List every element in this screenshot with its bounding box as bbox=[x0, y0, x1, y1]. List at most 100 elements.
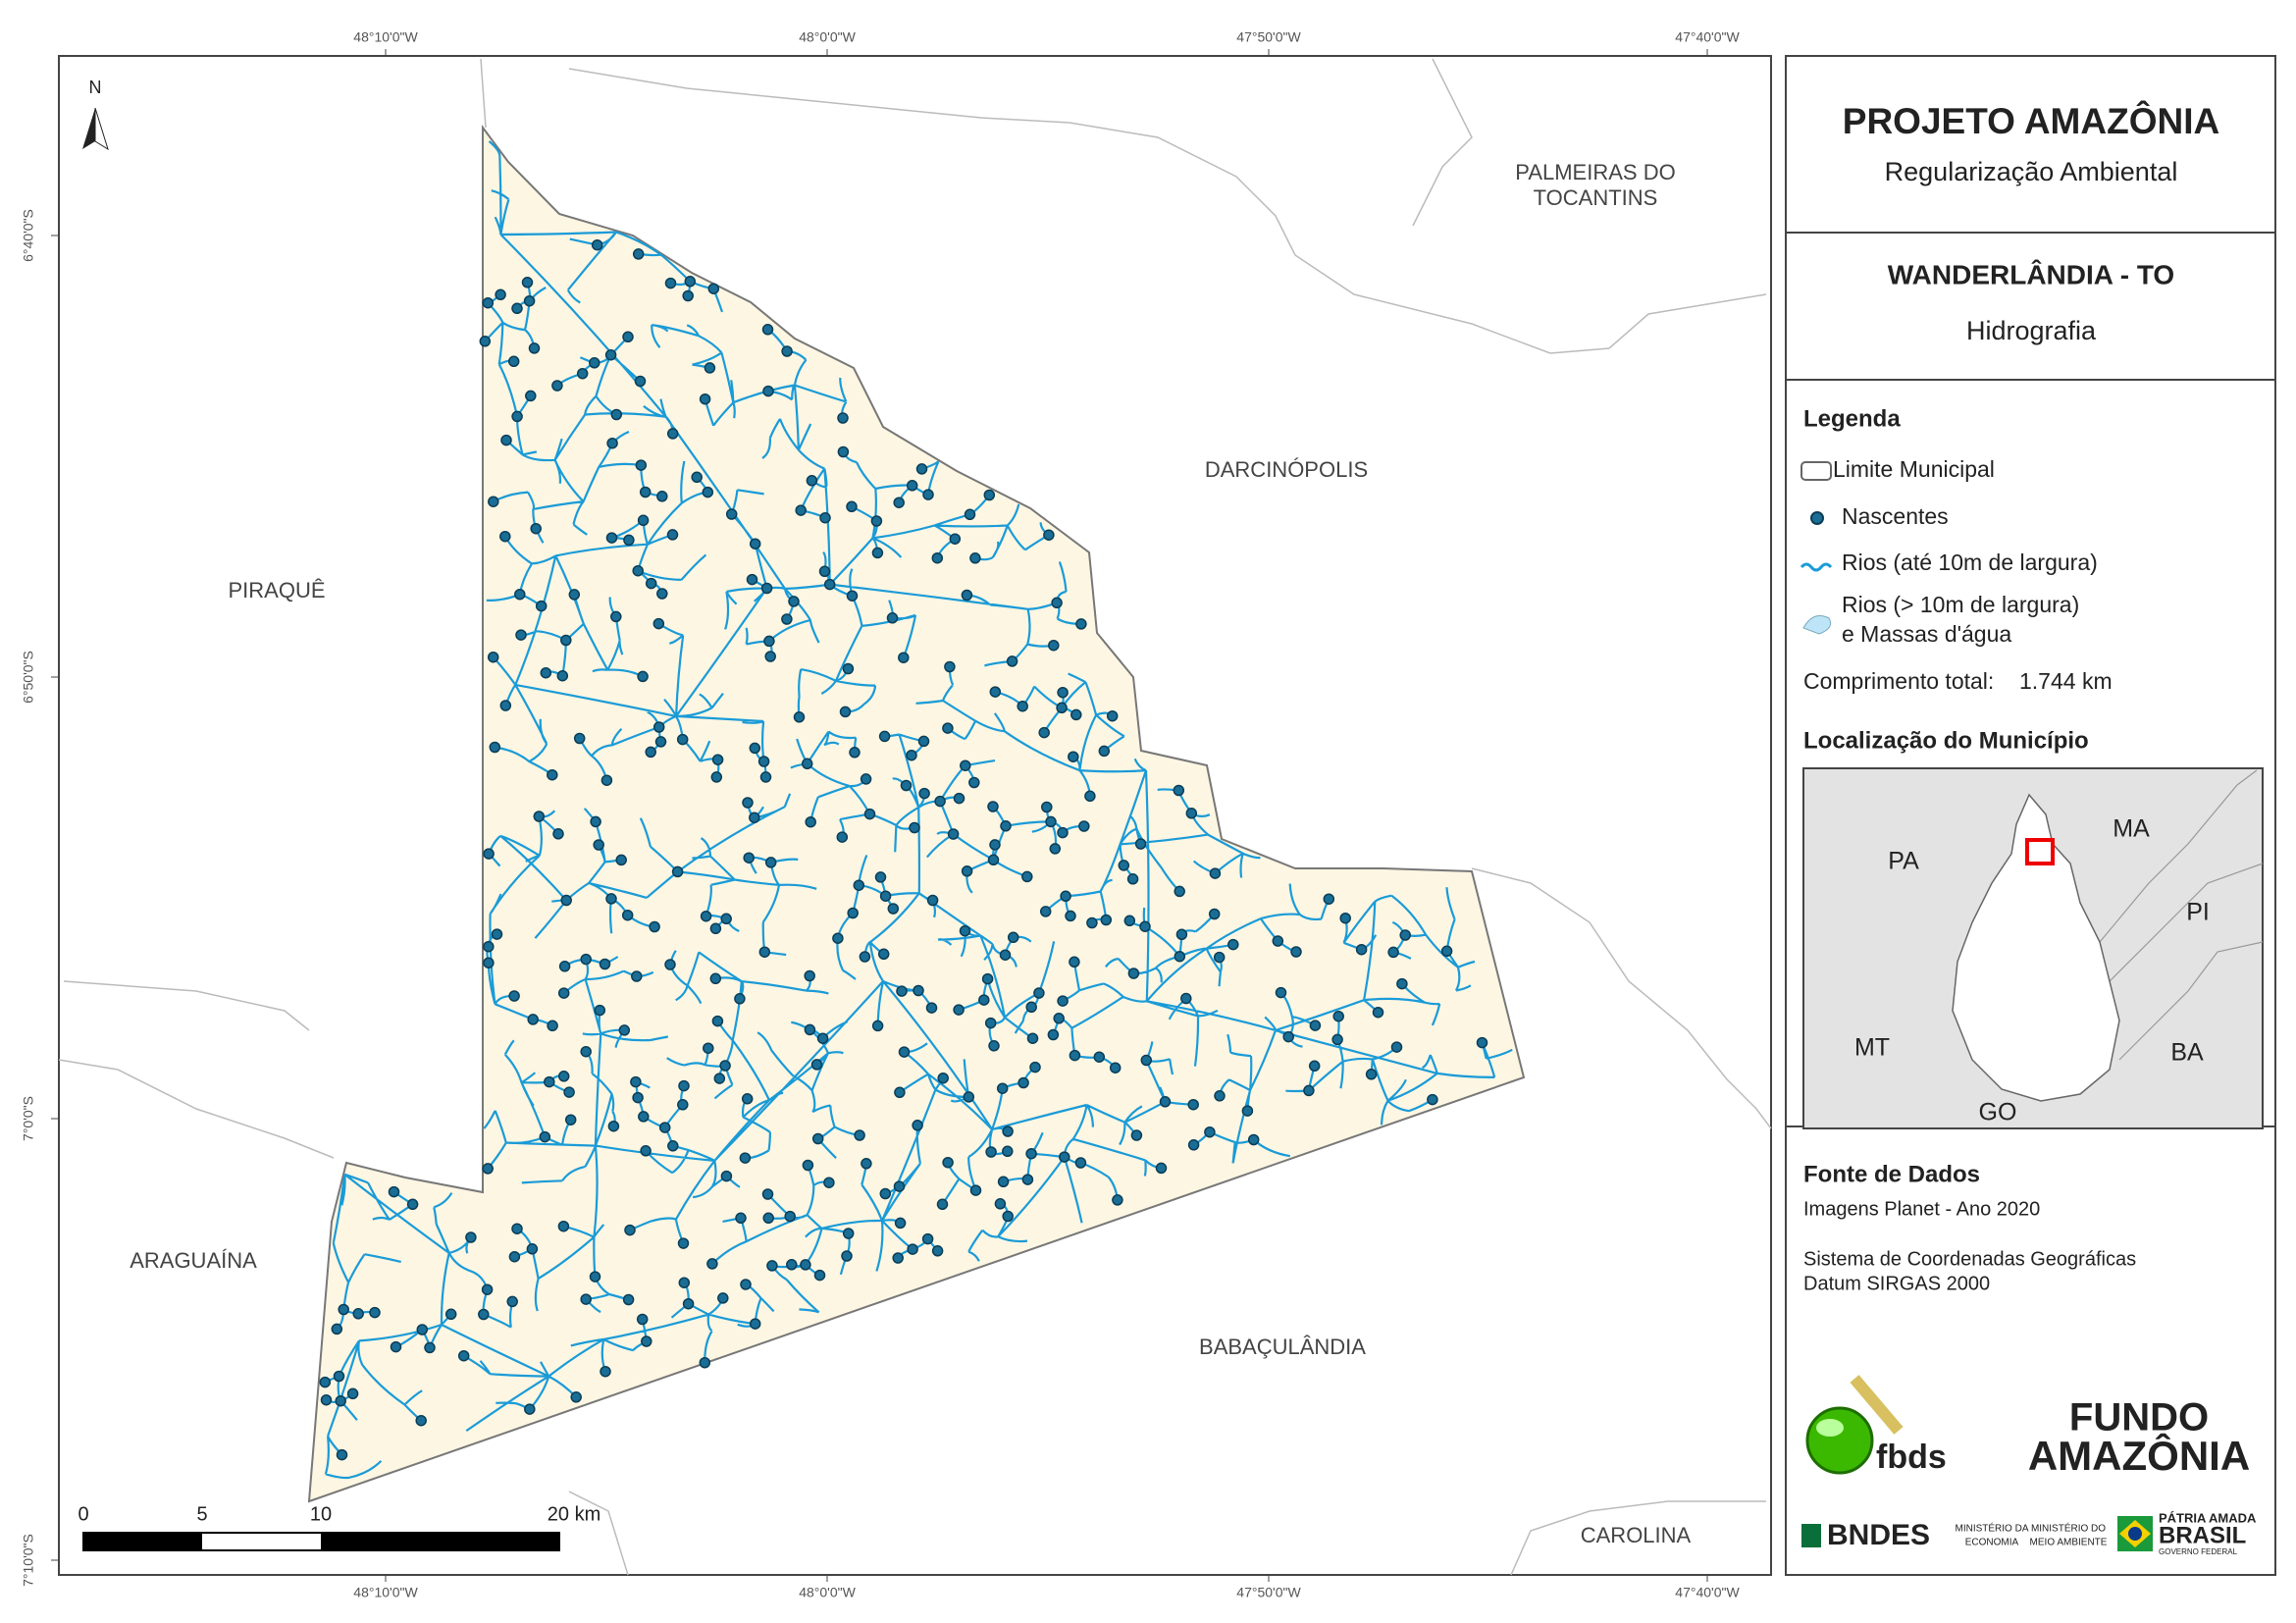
spring bbox=[1209, 867, 1222, 879]
spring bbox=[893, 1180, 906, 1192]
spring bbox=[621, 909, 634, 921]
spring bbox=[346, 1387, 359, 1400]
spring bbox=[489, 741, 501, 754]
spring bbox=[709, 972, 722, 985]
spring bbox=[557, 1220, 570, 1232]
spring bbox=[823, 1177, 835, 1188]
spring bbox=[842, 1228, 855, 1239]
spring bbox=[758, 946, 771, 958]
spring bbox=[969, 552, 981, 564]
spring bbox=[749, 742, 761, 755]
spring bbox=[1241, 1105, 1254, 1117]
spring bbox=[465, 1231, 477, 1243]
spring bbox=[1175, 928, 1188, 941]
spring bbox=[761, 324, 774, 336]
spring bbox=[1065, 910, 1076, 922]
spring bbox=[637, 514, 650, 527]
spring bbox=[813, 1269, 826, 1282]
spring bbox=[576, 367, 589, 380]
logos: fbds FUNDO AMAZÔNIA BNDES MINISTÉRIO DA … bbox=[1801, 1375, 2257, 1556]
spring bbox=[749, 812, 760, 823]
spring bbox=[996, 1082, 1009, 1094]
spring bbox=[1038, 726, 1050, 739]
spring bbox=[528, 342, 541, 354]
spring bbox=[1180, 992, 1192, 1005]
spring bbox=[961, 865, 973, 877]
spring bbox=[483, 848, 495, 860]
legend-symbol bbox=[1800, 461, 1832, 481]
spring bbox=[763, 635, 775, 648]
municipality: WANDERLÂNDIA - TO bbox=[1888, 259, 2174, 289]
spring bbox=[700, 910, 712, 922]
spring bbox=[630, 1075, 642, 1088]
spring bbox=[725, 508, 738, 520]
spring bbox=[677, 1099, 689, 1111]
spring bbox=[319, 1376, 332, 1388]
spring bbox=[766, 1260, 778, 1272]
spring bbox=[640, 1145, 652, 1157]
spring bbox=[811, 1132, 824, 1145]
logo-text: AMAZÔNIA bbox=[2028, 1432, 2250, 1479]
spring bbox=[704, 362, 716, 374]
spring bbox=[699, 1356, 711, 1369]
spring bbox=[781, 613, 793, 625]
spring bbox=[506, 1295, 518, 1308]
spring bbox=[784, 1210, 796, 1223]
spring bbox=[720, 913, 732, 925]
spring bbox=[1007, 931, 1019, 944]
spring bbox=[761, 1188, 774, 1200]
spring bbox=[1057, 686, 1069, 699]
spring bbox=[764, 651, 776, 662]
spring bbox=[599, 958, 611, 970]
spring bbox=[806, 475, 818, 487]
spring bbox=[515, 629, 527, 641]
spring bbox=[1075, 618, 1087, 630]
spring bbox=[406, 1198, 419, 1211]
spring bbox=[645, 577, 657, 590]
spring bbox=[678, 1277, 691, 1288]
spring bbox=[1041, 801, 1053, 813]
spring bbox=[1048, 639, 1060, 652]
spring bbox=[682, 289, 694, 302]
spring bbox=[1272, 935, 1284, 947]
spring bbox=[1002, 1145, 1014, 1158]
spring bbox=[632, 1091, 644, 1104]
spring bbox=[552, 828, 564, 840]
lat-label: 6°50'0"S bbox=[21, 651, 36, 704]
spring bbox=[959, 924, 971, 937]
scale-label: 20 km bbox=[548, 1503, 600, 1525]
spring bbox=[1247, 1133, 1260, 1146]
spring bbox=[335, 1394, 346, 1407]
spring bbox=[944, 660, 956, 673]
spring bbox=[671, 865, 684, 878]
spring bbox=[1069, 956, 1080, 969]
spring bbox=[1213, 951, 1226, 964]
spring bbox=[1068, 751, 1079, 762]
spring bbox=[507, 355, 520, 368]
spring bbox=[859, 951, 871, 963]
spring bbox=[963, 1091, 975, 1103]
spring bbox=[600, 774, 613, 786]
spring bbox=[1130, 1129, 1143, 1141]
spring bbox=[1025, 1001, 1037, 1014]
place-labels: PALMEIRAS DO TOCANTINS DARCINÓPOLIS PIRA… bbox=[130, 160, 1691, 1547]
spring bbox=[331, 1323, 343, 1335]
source-line: Datum SIRGAS 2000 bbox=[1803, 1273, 1990, 1294]
spring bbox=[424, 1341, 436, 1354]
spring bbox=[604, 348, 617, 361]
spring bbox=[637, 670, 649, 683]
spring bbox=[557, 987, 570, 999]
spring bbox=[1187, 1139, 1200, 1151]
spring bbox=[842, 662, 855, 675]
spring bbox=[1026, 1032, 1039, 1044]
spring bbox=[893, 497, 905, 508]
spring bbox=[734, 993, 746, 1005]
spring bbox=[793, 711, 806, 723]
spring bbox=[703, 1042, 714, 1054]
spring bbox=[499, 530, 511, 543]
spring bbox=[530, 522, 542, 535]
spring bbox=[678, 1079, 690, 1092]
spring bbox=[1100, 914, 1113, 926]
spring bbox=[568, 589, 581, 601]
lon-label: 47°40'0"W bbox=[1675, 29, 1740, 45]
